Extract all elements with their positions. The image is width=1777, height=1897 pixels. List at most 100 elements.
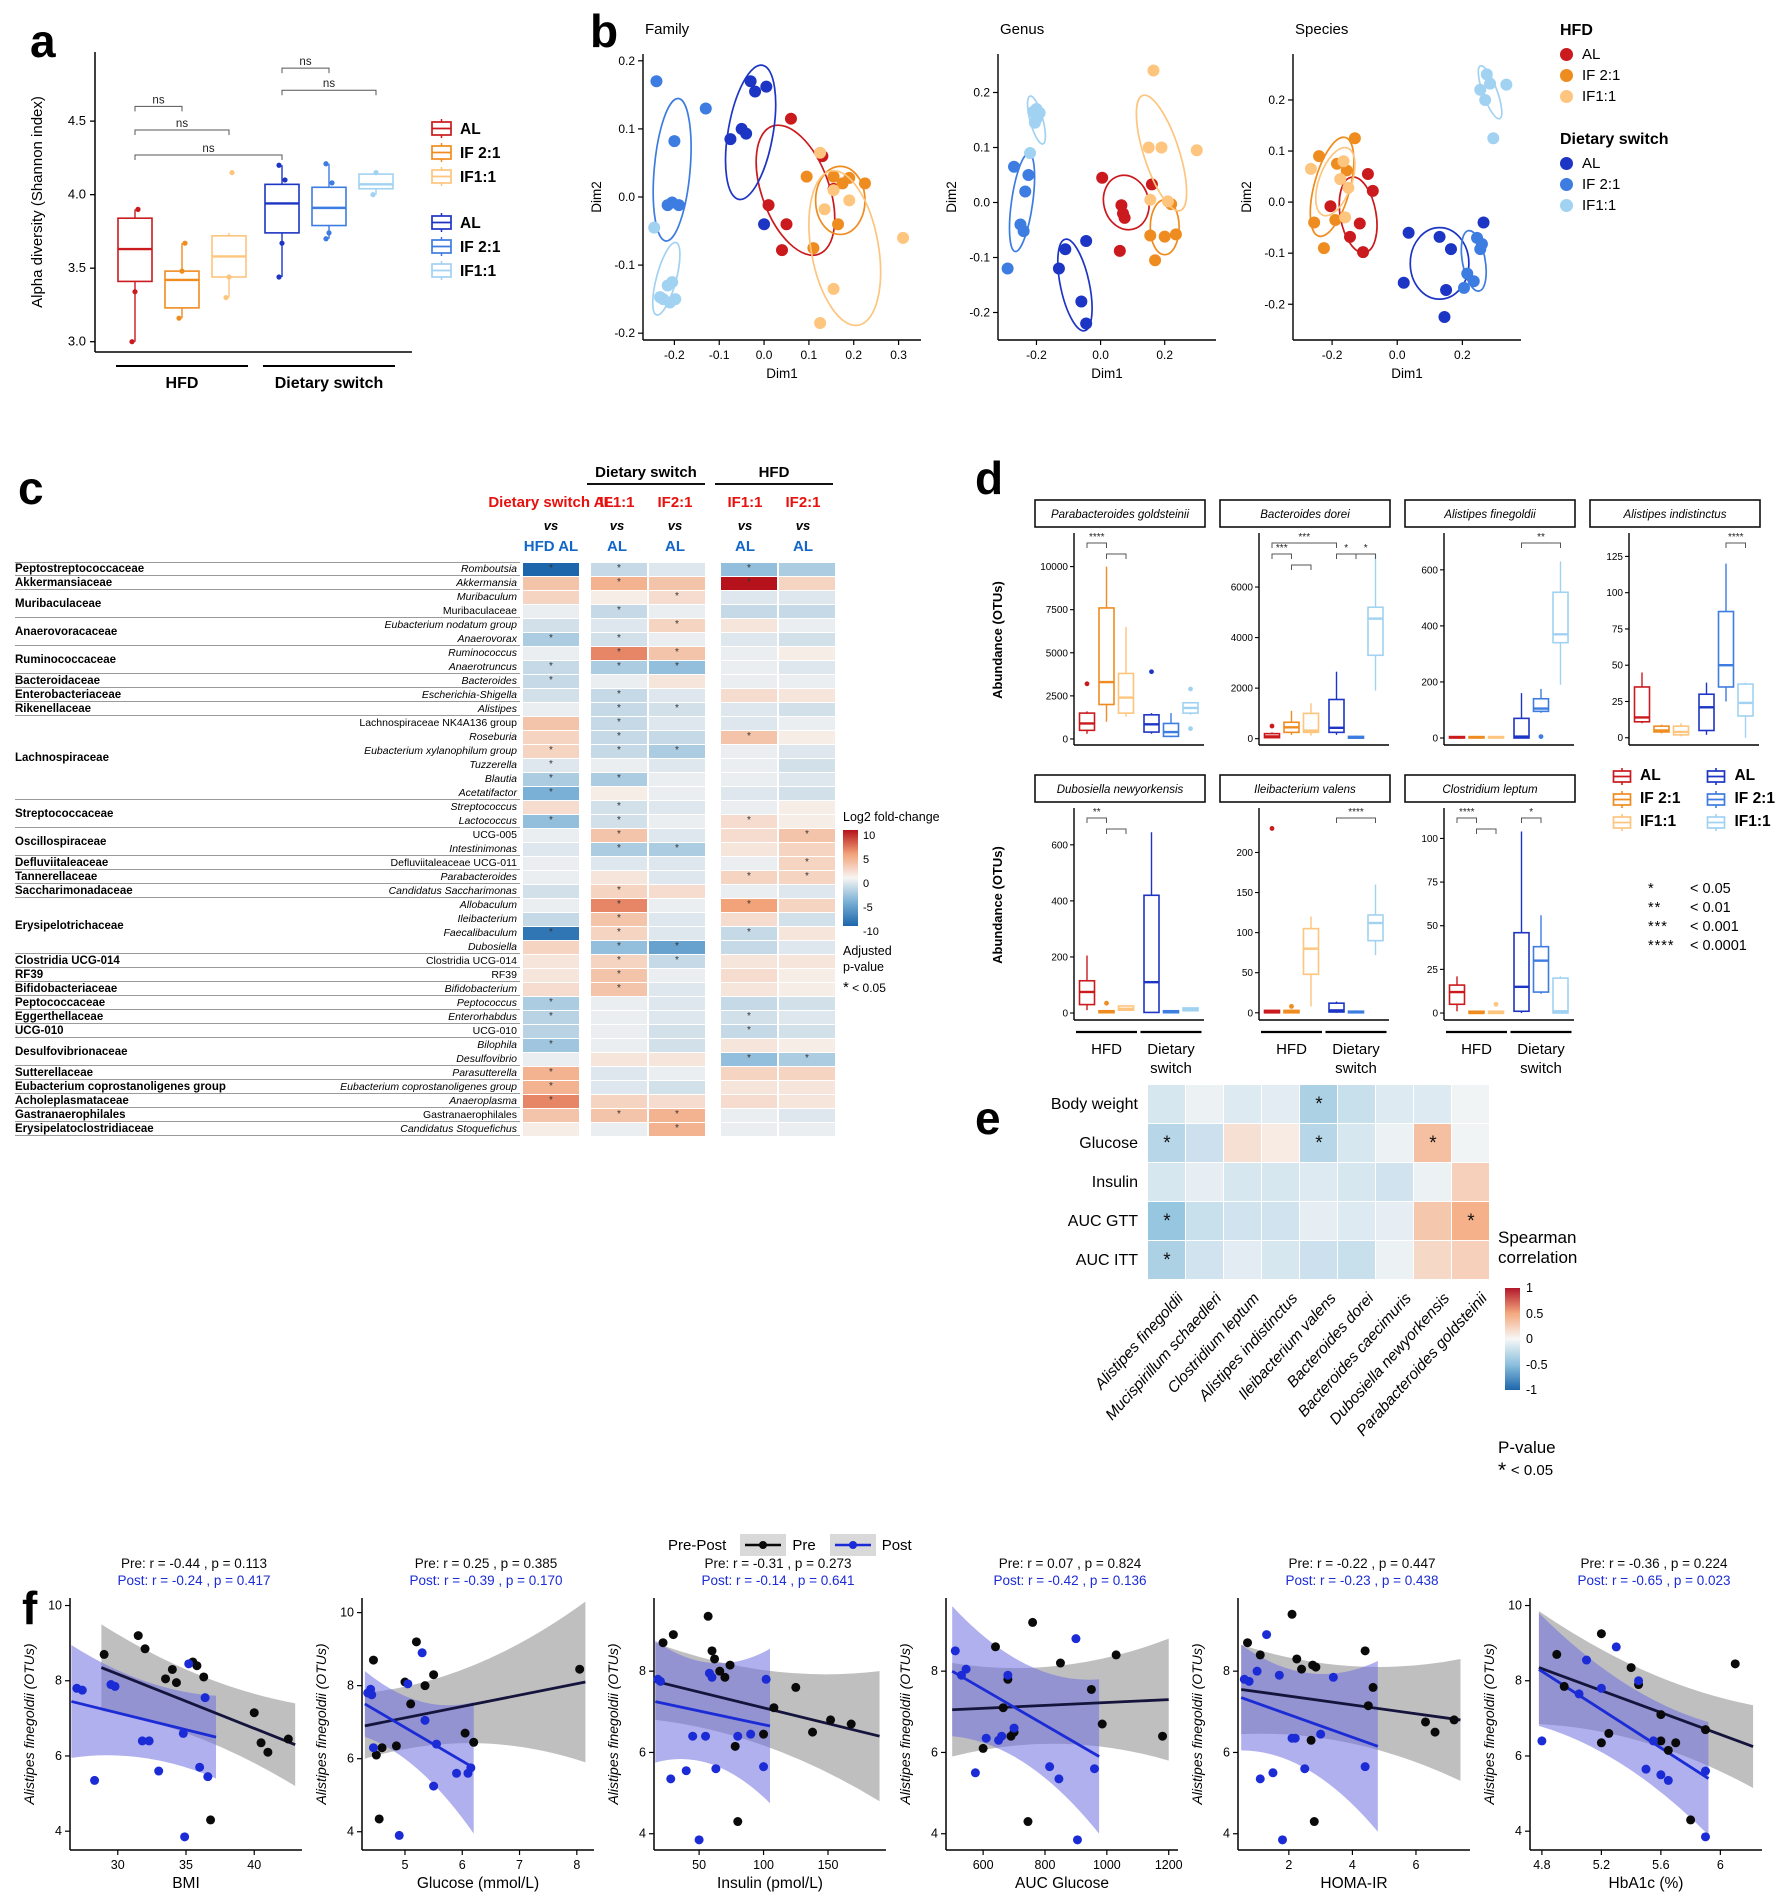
svg-text:4.0: 4.0 (68, 187, 86, 202)
heatmap-cell (779, 1038, 835, 1052)
family-label: Sutterellaceae (15, 1066, 93, 1079)
svg-text:0.1: 0.1 (618, 122, 635, 136)
sig-key-row: ** < 0.01 (1648, 900, 1731, 916)
heatmap-cell: * (649, 954, 705, 968)
heatmap-cell (721, 646, 777, 660)
panel-c-header: Dietary switch HFD Dietary switch AL vs HFD … (15, 462, 950, 562)
family-label: Eubacterium coprostanoligenes group (15, 1080, 226, 1093)
heatmap-cell (591, 996, 647, 1010)
svg-text:50: 50 (1427, 921, 1439, 932)
heatmap-cell: * (591, 954, 647, 968)
genus-label: Parabacteroides (440, 871, 517, 883)
heatmap-cell (721, 940, 777, 954)
genus-label: Intestinimonas (449, 843, 517, 855)
heatmap-cell: * (591, 576, 647, 590)
svg-text:AL: AL (460, 215, 481, 232)
heatmap-cell: * (591, 632, 647, 646)
corr-cell (1186, 1124, 1223, 1162)
svg-text:1000: 1000 (1093, 1858, 1121, 1872)
corr-cell (1148, 1085, 1185, 1123)
heatmap-cell (591, 674, 647, 688)
corr-cell (1338, 1202, 1375, 1240)
svg-text:Alistipes finegoldii (OTUs): Alistipes finegoldii (OTUs) (313, 1643, 329, 1805)
svg-text:10000: 10000 (1040, 562, 1068, 573)
svg-text:200: 200 (1051, 952, 1068, 963)
panel-d-legend: AL IF 2:1 IF1:1 AL IF 2:1 IF1:1 (1612, 762, 1775, 836)
svg-text:100: 100 (1421, 834, 1438, 845)
panel-b-genus-pcoa: Genus -0.2 0.0 0.2 -0.2 -0.1 0.0 0.1 0.2 Dim1 Dim2 (940, 10, 1230, 395)
svg-text:-0.2: -0.2 (969, 306, 990, 320)
heatmap-family-group: Peptococcaceae Peptococcus * (15, 996, 837, 1010)
svg-text:ns: ns (152, 94, 164, 106)
corr-cell (1262, 1241, 1299, 1279)
svg-text:Glucose (mmol/L): Glucose (mmol/L) (417, 1875, 539, 1892)
genus-label: Blautia (484, 773, 517, 785)
heatmap-row: Parasutterella * (305, 1066, 837, 1080)
heatmap-family-group: Defluviitaleaceae Defluviitaleaceae UCG-0… (15, 856, 837, 870)
svg-text:IF 2:1: IF 2:1 (460, 239, 501, 256)
heatmap-cell: * (721, 870, 777, 884)
genus-label: Alistipes (477, 703, 517, 715)
heatmap-cell (779, 1066, 835, 1080)
corr-cell (1338, 1085, 1375, 1123)
heatmap-cell (523, 898, 579, 912)
svg-text:800: 800 (1035, 1858, 1056, 1872)
genus-label: Roseburia (469, 731, 517, 743)
svg-text:0.3: 0.3 (890, 348, 907, 362)
svg-text:8: 8 (55, 1674, 62, 1688)
colgroup-dietary-switch: Dietary switch (587, 464, 705, 485)
svg-text:-0.1: -0.1 (709, 348, 730, 362)
corr-cell (1414, 1202, 1451, 1240)
col1-bottom: HFD AL (523, 538, 579, 555)
svg-text:-0.2: -0.2 (664, 348, 685, 362)
sig-key-row: * < 0.05 (1648, 881, 1731, 897)
heatmap-cell (649, 1024, 705, 1038)
legend-item: AL (1706, 767, 1774, 785)
pvalue-legend: P-value * < 0.05 (1498, 1438, 1556, 1483)
panel-f-label: f (22, 1582, 38, 1634)
genus-label: Ileibacterium (457, 913, 517, 925)
svg-text:***: *** (1298, 532, 1310, 543)
svg-text:0: 0 (1432, 1009, 1438, 1020)
panel-e-label: e (975, 1092, 1001, 1144)
svg-text:IF1:1: IF1:1 (460, 263, 497, 280)
family-label: Oscillospiraceae (15, 835, 107, 848)
heatmap-family-group: Anaerovoracaceae Eubacterium nodatum grou… (15, 618, 837, 646)
corr-cell (1452, 1202, 1489, 1240)
heatmap-cell (721, 744, 777, 758)
heatmap-cell (523, 940, 579, 954)
svg-text:0: 0 (1247, 1008, 1253, 1019)
heatmap-row: Allobaculum * * (305, 898, 837, 912)
svg-text:6000: 6000 (1231, 583, 1254, 594)
corr-cell (1148, 1163, 1185, 1201)
heatmap-row: Akkermansia * * (305, 576, 837, 590)
heatmap-cell (591, 1024, 647, 1038)
col-top: IF2:1 (657, 494, 693, 511)
heatmap-family-group: Tannerellaceae Parabacteroides * * (15, 870, 837, 884)
svg-text:4.5: 4.5 (68, 113, 86, 128)
svg-text:ns: ns (323, 78, 335, 90)
legend-item: IF1:1 (1706, 813, 1774, 831)
svg-text:0: 0 (1062, 1008, 1068, 1019)
colgroup-hfd: HFD (715, 464, 833, 485)
svg-text:Pre: r = 0.07 , p = 0.824: Pre: r = 0.07 , p = 0.824 (999, 1556, 1142, 1571)
heatmap-cell: * (523, 562, 579, 576)
heatmap-cell (779, 772, 835, 786)
heatmap-cell (779, 940, 835, 954)
heatmap-cell (649, 912, 705, 926)
heatmap-cell: * (591, 730, 647, 744)
corr-cell (1148, 1241, 1185, 1279)
heatmap-cell: * (591, 828, 647, 842)
heatmap-cell: * (649, 940, 705, 954)
corr-cell (1376, 1241, 1413, 1279)
heatmap-row: Lactococcus * * * (305, 814, 837, 828)
panel-c-rows: Peptostreptococcaceae Romboutsia * * * Akkerm… (15, 562, 837, 1136)
svg-text:7: 7 (516, 1858, 523, 1872)
panel-f-plot-glucose-mmol-l-: Pre: r = 0.25 , p = 0.385 Post: r = -0.39… (310, 1552, 602, 1897)
svg-text:0.2: 0.2 (618, 54, 635, 68)
heatmap-row: Anaerovorax * * (305, 632, 837, 646)
svg-text:4.8: 4.8 (1533, 1858, 1550, 1872)
heatmap-cell: * (721, 576, 777, 590)
svg-text:5.2: 5.2 (1593, 1858, 1610, 1872)
heatmap-cell: * (649, 842, 705, 856)
